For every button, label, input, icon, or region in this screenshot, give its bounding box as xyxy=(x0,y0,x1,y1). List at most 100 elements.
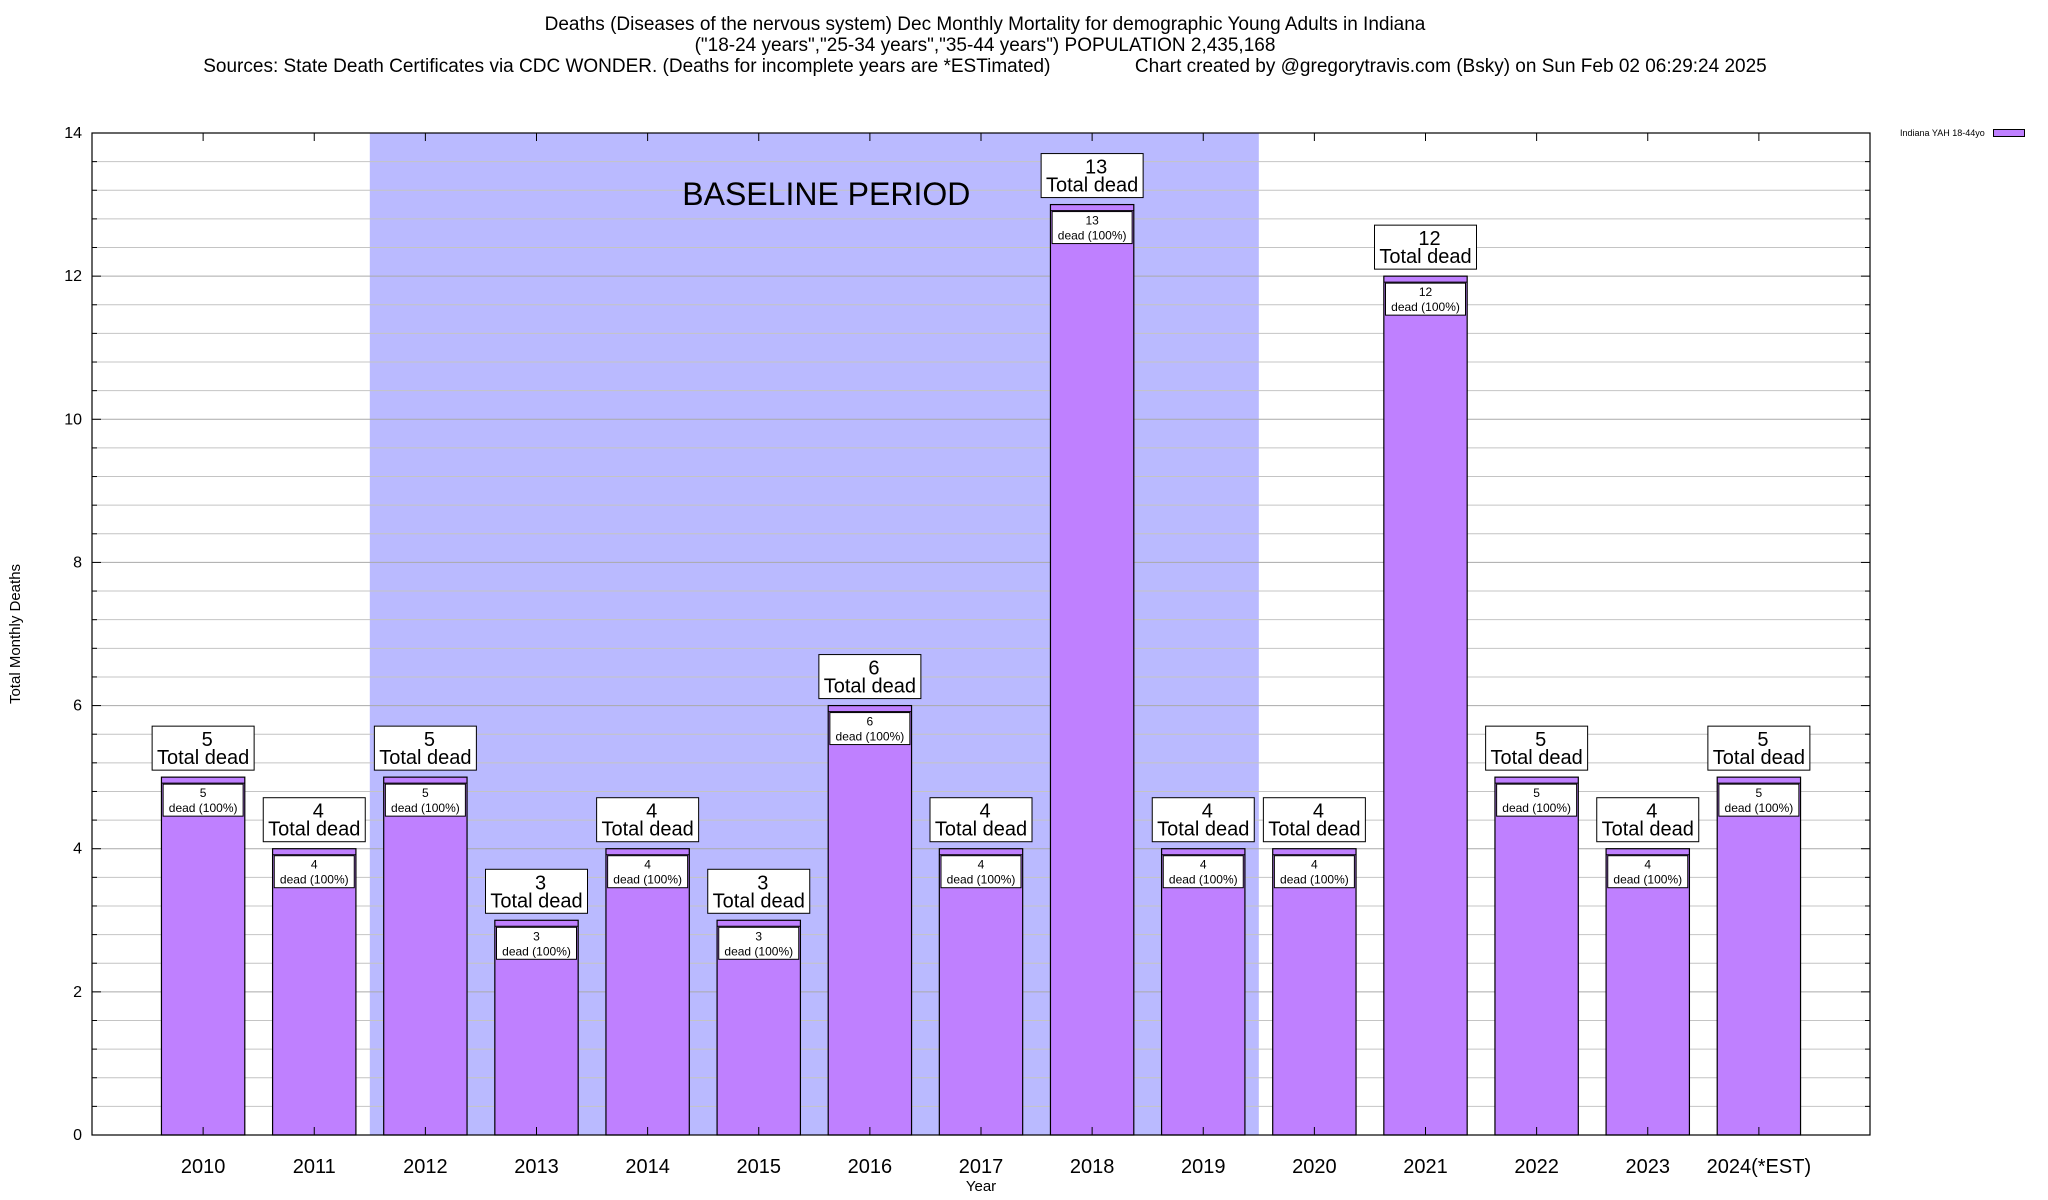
bar-inner-value: 12 xyxy=(1419,285,1433,299)
bar-inner-label-box xyxy=(1273,855,1355,889)
bar-value-label: 5 xyxy=(424,729,435,751)
bar-total-label: Total dead xyxy=(157,747,249,769)
bar xyxy=(938,848,1024,1136)
bar xyxy=(827,704,913,1136)
bar-inner-label: dead (100%) xyxy=(1725,801,1794,815)
bar-inner-label-box xyxy=(384,783,466,817)
bar-inner-label: dead (100%) xyxy=(1058,229,1127,243)
x-tick-label: 2022 xyxy=(1514,1156,1559,1178)
x-tick-label: 2019 xyxy=(1181,1156,1226,1178)
bar-value-label: 12 xyxy=(1418,228,1440,250)
bar-value-label: 3 xyxy=(535,872,546,894)
x-axis-label: Year xyxy=(966,1178,996,1195)
title-line-3: Sources: State Death Certificates via CD… xyxy=(203,56,1767,77)
title-line-2: ("18-24 years","25-34 years","35-44 year… xyxy=(694,35,1276,56)
chart-title: Deaths (Diseases of the nervous system) … xyxy=(0,14,1970,77)
bar-inner-value: 5 xyxy=(422,786,429,800)
x-tick-label: 2012 xyxy=(403,1156,448,1178)
bar-total-label: Total dead xyxy=(1046,175,1138,197)
bar-total-label: Total dead xyxy=(1379,246,1471,268)
bar-value-label: 3 xyxy=(757,872,768,894)
x-tick-label: 2020 xyxy=(1292,1156,1337,1178)
bar-top-label-box xyxy=(1040,153,1144,199)
y-axis-label: Total Monthly Deaths xyxy=(7,564,24,704)
bar-inner-value: 4 xyxy=(644,858,651,872)
bar-inner-label: dead (100%) xyxy=(391,801,460,815)
bar-inner-label-box xyxy=(1051,211,1133,245)
bar-inner-value: 5 xyxy=(1756,786,1763,800)
bar-value-label: 5 xyxy=(202,729,213,751)
bar xyxy=(383,776,468,1136)
legend-label: Indiana YAH 18-44yo xyxy=(1900,128,1985,138)
bar-inner-label-box xyxy=(162,783,244,817)
bar-inner-label-box xyxy=(1385,282,1466,316)
bar-inner-value: 4 xyxy=(1311,858,1318,872)
bar-inner-value: 4 xyxy=(311,858,318,872)
bar-total-label: Total dead xyxy=(601,819,693,841)
bar xyxy=(271,848,357,1136)
bar-top-label-box xyxy=(262,797,366,843)
title-line-1: Deaths (Diseases of the nervous system) … xyxy=(544,14,1426,35)
bar-value-label: 13 xyxy=(1085,157,1107,179)
bar-total-label: Total dead xyxy=(713,890,805,912)
y-tick-label: 12 xyxy=(64,268,82,285)
bar-inner-label-box xyxy=(1496,783,1578,817)
bar-value-label: 4 xyxy=(1313,801,1324,823)
y-tick-label: 4 xyxy=(73,841,82,858)
bar-top-label-box xyxy=(373,725,477,771)
bar-inner-value: 5 xyxy=(200,786,207,800)
bar xyxy=(1383,275,1468,1136)
bar-inner-label-box xyxy=(273,855,355,889)
bar-total-label: Total dead xyxy=(379,747,471,769)
bar-inner-label: dead (100%) xyxy=(613,873,682,887)
bar xyxy=(605,848,690,1136)
bar-total-label: Total dead xyxy=(1157,819,1249,841)
bar-total-label: Total dead xyxy=(1602,819,1694,841)
bar-inner-label: dead (100%) xyxy=(1502,801,1571,815)
y-tick-label: 8 xyxy=(73,554,82,571)
bar-value-label: 5 xyxy=(1535,729,1546,751)
y-tick-label: 10 xyxy=(64,411,82,428)
bar-inner-value: 5 xyxy=(1533,786,1540,800)
bar-inner-value: 3 xyxy=(533,929,540,943)
bar-top-label-box xyxy=(929,797,1033,843)
bar-inner-label: dead (100%) xyxy=(280,873,349,887)
bar-top-label-box xyxy=(818,654,922,700)
bar-inner-label: dead (100%) xyxy=(169,801,238,815)
bar-top-label-box xyxy=(1374,224,1477,270)
bar-inner-label: dead (100%) xyxy=(1169,873,1238,887)
bar xyxy=(1272,848,1357,1136)
bar xyxy=(1494,776,1579,1136)
y-tick-label: 2 xyxy=(73,984,82,1001)
bar-total-label: Total dead xyxy=(1713,747,1805,769)
baseline-label: BASELINE PERIOD xyxy=(682,176,970,212)
bar-top-label-box xyxy=(1707,725,1811,771)
bar-inner-label: dead (100%) xyxy=(724,944,793,958)
bar-inner-label-box xyxy=(607,855,689,889)
x-tick-label: 2016 xyxy=(848,1156,893,1178)
bar-top-label-box xyxy=(485,868,588,914)
bar-inner-label: dead (100%) xyxy=(1280,873,1349,887)
bar-inner-label: dead (100%) xyxy=(502,944,571,958)
x-tick-label: 2024(*EST) xyxy=(1707,1156,1812,1178)
x-tick-label: 2015 xyxy=(737,1156,782,1178)
bar xyxy=(1160,848,1246,1136)
bar-total-label: Total dead xyxy=(935,819,1027,841)
bar-top-label-box xyxy=(707,868,811,914)
x-tick-label: 2021 xyxy=(1403,1156,1448,1178)
bar-inner-label: dead (100%) xyxy=(947,873,1016,887)
bar xyxy=(1049,203,1135,1136)
bar-inner-value: 6 xyxy=(867,715,874,729)
y-tick-label: 14 xyxy=(64,125,82,142)
bar-inner-label-box xyxy=(496,926,577,960)
bar-inner-label: dead (100%) xyxy=(1613,873,1682,887)
bar-top-label-box xyxy=(1151,797,1255,843)
bar-value-label: 4 xyxy=(1646,801,1657,823)
bar-top-label-box xyxy=(596,797,700,843)
bar-inner-label-box xyxy=(1607,855,1689,889)
bar xyxy=(1605,848,1691,1136)
bar-total-label: Total dead xyxy=(490,890,582,912)
y-tick-label: 0 xyxy=(73,1127,82,1144)
bar-inner-label-box xyxy=(940,855,1022,889)
